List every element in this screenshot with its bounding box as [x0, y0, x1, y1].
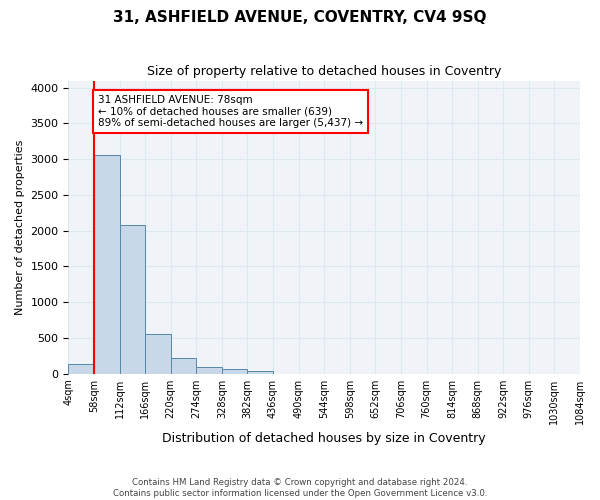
Bar [145, 334, 171, 374]
Bar [171, 358, 196, 374]
Bar [94, 155, 119, 374]
Bar [222, 370, 247, 374]
Bar [247, 370, 273, 374]
Text: Contains HM Land Registry data © Crown copyright and database right 2024.
Contai: Contains HM Land Registry data © Crown c… [113, 478, 487, 498]
Text: 31 ASHFIELD AVENUE: 78sqm
← 10% of detached houses are smaller (639)
89% of semi: 31 ASHFIELD AVENUE: 78sqm ← 10% of detac… [98, 95, 363, 128]
Bar [68, 364, 94, 374]
Text: 31, ASHFIELD AVENUE, COVENTRY, CV4 9SQ: 31, ASHFIELD AVENUE, COVENTRY, CV4 9SQ [113, 10, 487, 25]
Y-axis label: Number of detached properties: Number of detached properties [15, 140, 25, 314]
Bar [196, 367, 222, 374]
Title: Size of property relative to detached houses in Coventry: Size of property relative to detached ho… [147, 65, 502, 78]
Bar [119, 225, 145, 374]
X-axis label: Distribution of detached houses by size in Coventry: Distribution of detached houses by size … [163, 432, 486, 445]
